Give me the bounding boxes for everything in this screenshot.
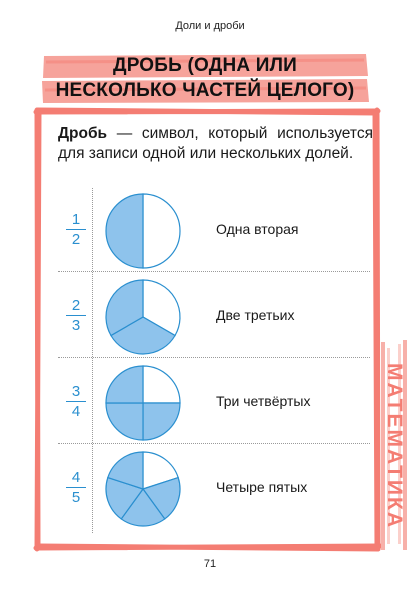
side-tab-label: МАТЕМАТИКА [383,363,406,529]
column-divider [92,188,93,533]
pie-slice-shaded [142,476,181,520]
fraction-bar [66,229,86,230]
page-title: ДРОБЬ (ОДНА ИЛИ НЕСКОЛЬКО ЧАСТЕЙ ЦЕЛОГО) [40,53,370,103]
fraction-pie [105,365,181,441]
pie-slice-shaded [142,402,181,441]
pie-slice-shaded [105,365,144,404]
pie-slice-empty [142,451,179,490]
fraction-pie [105,279,181,355]
fraction-name: Четыре пятых [216,479,308,495]
definition-text: — символ, который используется для запис… [58,125,373,162]
title-highlight [42,54,369,103]
pie-slice-empty [142,279,181,337]
fraction-row: 3 4 Три четвёртых [58,360,370,444]
fraction-pie [105,193,181,269]
fraction-numerator: 3 [71,383,81,400]
fraction-denominator: 4 [71,403,81,420]
side-tab-stripes [381,340,407,550]
fractions-table: 1 2 Одна вторая 2 3 Две третьих 3 4 Три четвёрты… [58,188,370,533]
pie-slice-shaded [110,316,176,355]
title-line-1: ДРОБЬ (ОДНА ИЛИ [112,55,298,76]
pie-slice-empty [142,193,181,269]
fraction-name: Три четвёртых [216,393,311,409]
fraction-denominator: 2 [71,231,81,248]
pie-slice-shaded [105,193,144,269]
fraction-name: Одна вторая [216,221,299,237]
pie-slice-shaded [120,487,166,527]
fraction-pie [105,451,181,527]
fraction-bar [66,487,86,488]
pie-slice-shaded [105,476,144,520]
page-number: 71 [203,558,217,570]
fraction-bar [66,315,86,316]
title-line-2: НЕСКОЛЬКО ЧАСТЕЙ ЦЕЛОГО) [55,80,355,101]
fraction-name: Две третьих [216,307,295,323]
fraction-bar [66,401,86,402]
running-head: Доли и дроби [175,20,245,32]
definition-paragraph: Дробь — символ, который используется для… [58,124,373,164]
pie-slice-empty [142,365,181,404]
fraction-numerator: 1 [71,211,81,228]
definition-term: Дробь [58,125,108,142]
row-divider [58,357,370,358]
side-tab: МАТЕМАТИКА [380,340,408,552]
fraction-row: 4 5 Четыре пятых [58,446,370,530]
pie-slice-shaded [105,279,144,337]
fraction-denominator: 5 [71,489,81,506]
pie-slice-shaded [105,402,144,441]
row-divider [58,443,370,444]
title-banner: ДРОБЬ (ОДНА ИЛИ НЕСКОЛЬКО ЧАСТЕЙ ЦЕЛОГО) [40,50,370,106]
fraction-numerator: 2 [71,297,81,314]
row-divider [58,271,370,272]
fraction-denominator: 3 [71,317,81,334]
fraction-numerator: 4 [71,469,81,486]
fraction-row: 2 3 Две третьих [58,274,370,358]
fraction-row: 1 2 Одна вторая [58,188,370,272]
pie-slice-shaded [107,451,144,490]
